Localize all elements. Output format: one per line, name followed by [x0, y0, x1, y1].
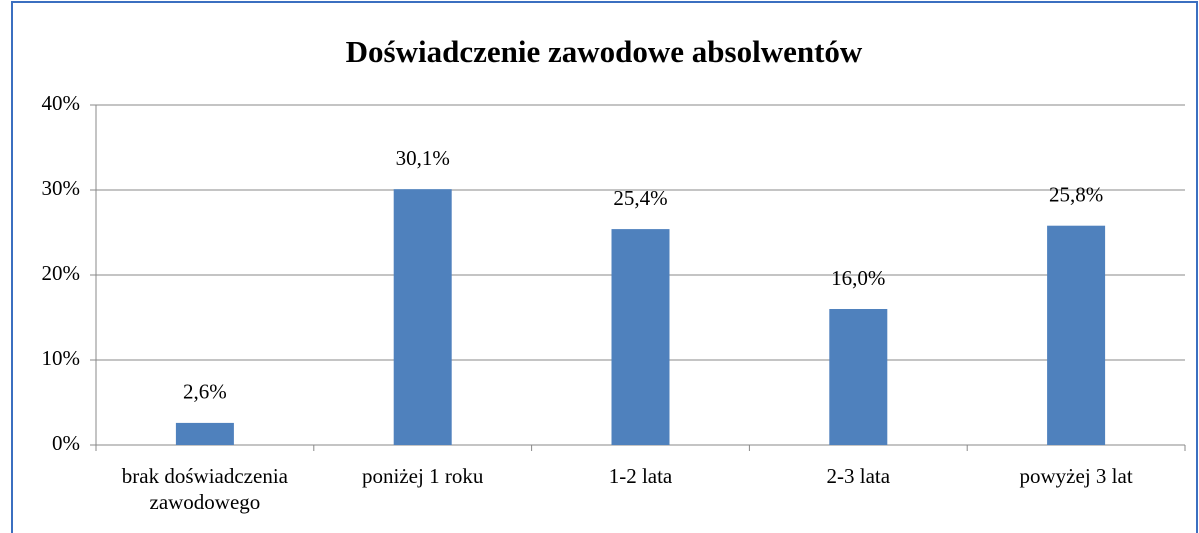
value-label: 25,4% — [613, 186, 667, 210]
value-label: 30,1% — [396, 146, 450, 170]
chart-title: Doświadczenie zawodowe absolwentów — [346, 34, 863, 69]
value-label: 16,0% — [831, 266, 885, 290]
x-tick-label: powyżej 3 lat — [1019, 464, 1133, 488]
y-tick-label: 10% — [42, 346, 81, 370]
bar — [393, 189, 452, 445]
value-label: 25,8% — [1049, 183, 1103, 207]
bar — [175, 422, 234, 445]
y-tick-label: 40% — [42, 91, 81, 115]
value-label: 2,6% — [183, 380, 227, 404]
x-tick-label: poniżej 1 roku — [362, 464, 484, 488]
x-tick-label: 1-2 lata — [608, 464, 673, 488]
chart-frame — [11, 1, 1198, 533]
bar — [829, 309, 888, 445]
x-tick-label: 2-3 lata — [826, 464, 891, 488]
y-tick-label: 20% — [42, 261, 81, 285]
y-tick-label: 30% — [42, 176, 81, 200]
x-tick-label: brak doświadczenia zawodowego — [121, 464, 288, 514]
y-tick-label: 0% — [52, 431, 80, 455]
bar — [611, 229, 670, 445]
bar — [1047, 225, 1106, 445]
